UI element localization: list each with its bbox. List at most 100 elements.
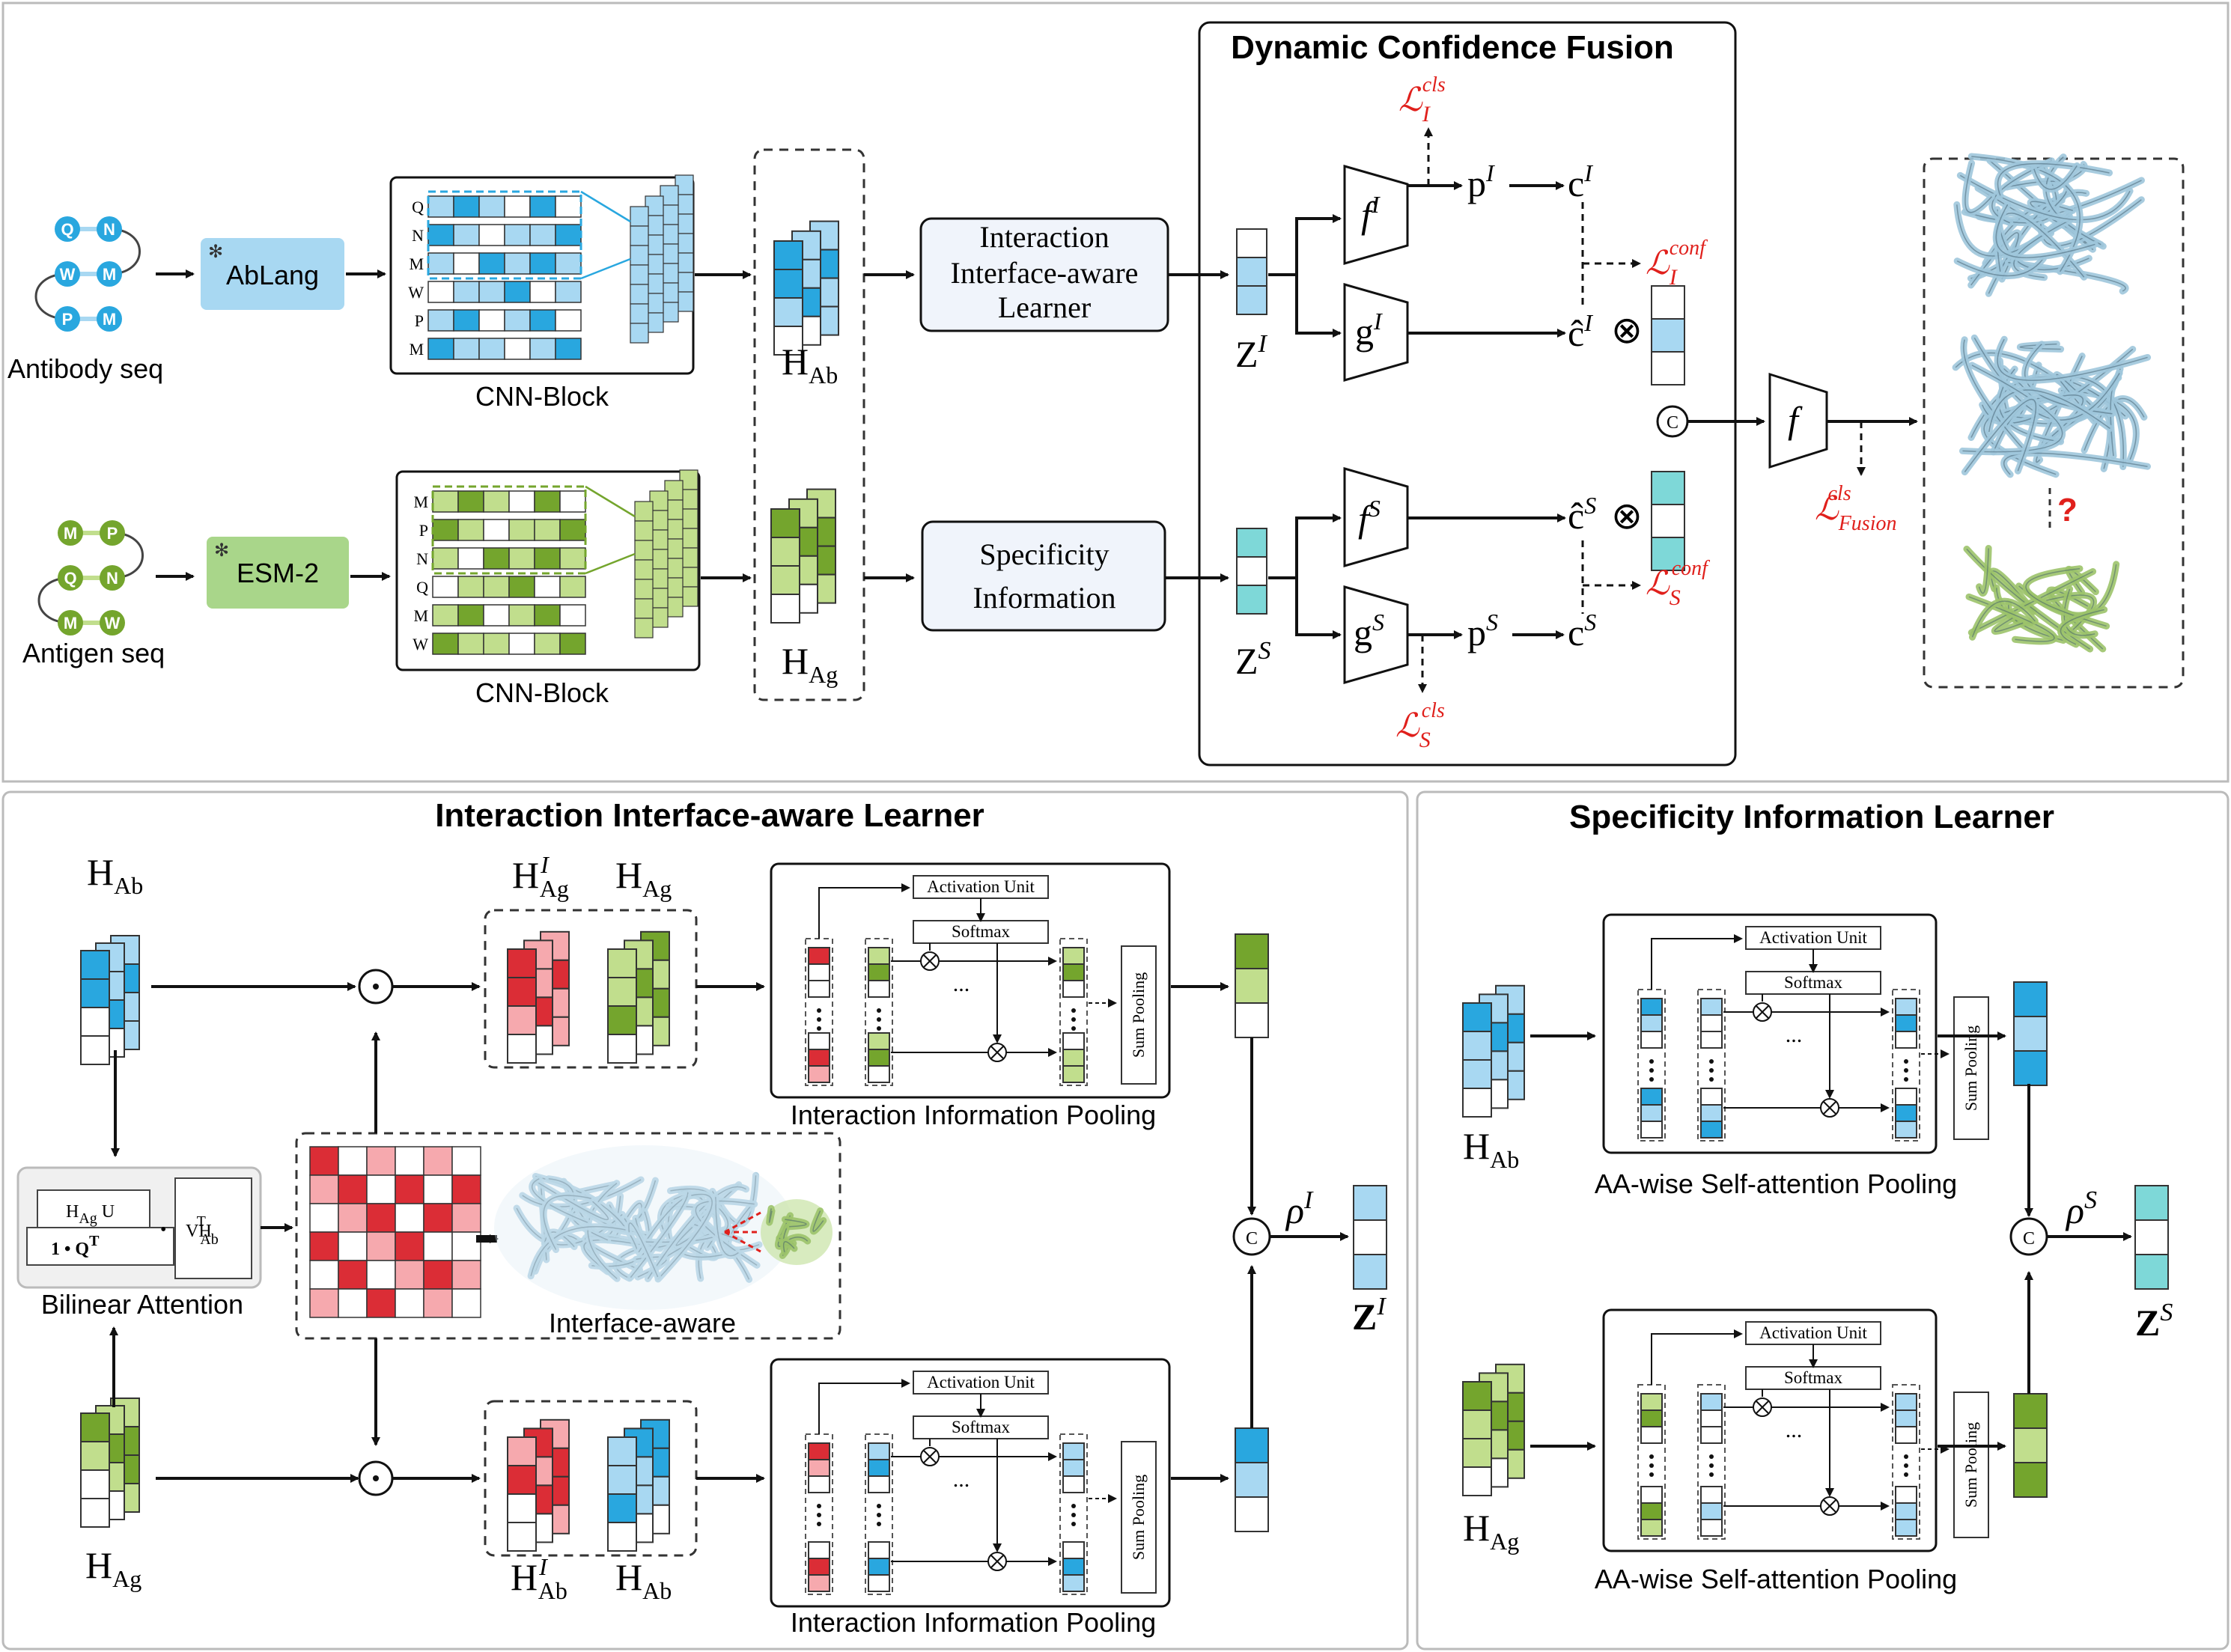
cnn-cell xyxy=(478,224,505,246)
attention-cell xyxy=(366,1146,396,1176)
pool-column-cell xyxy=(1895,998,1917,1016)
ablang-box xyxy=(201,238,344,310)
dcf-title: Dynamic Confidence Fusion xyxy=(1231,29,1674,66)
weighted-cell-s xyxy=(1651,504,1685,538)
pool-column-cell xyxy=(1062,1032,1085,1050)
cnn-cell xyxy=(534,519,561,541)
cnn-cell xyxy=(559,490,586,513)
cnn-cell xyxy=(457,490,484,513)
sum-pooling-label: Sum Pooling xyxy=(1129,972,1148,1058)
attention-cell xyxy=(395,1146,424,1176)
pool-column-cell xyxy=(1062,980,1085,998)
cnn-cell xyxy=(478,309,505,332)
residue-letter: Q xyxy=(64,569,76,588)
attention-cell xyxy=(309,1260,339,1290)
embedding-cell xyxy=(773,326,803,356)
pool-column-cell xyxy=(1700,1031,1723,1049)
svg-text:C: C xyxy=(1246,1229,1258,1249)
spec-box-line2: Information xyxy=(973,581,1116,615)
cnn-cell xyxy=(457,547,484,570)
cnn-cell xyxy=(427,224,454,246)
h-ag-label: HAg xyxy=(782,640,838,688)
cnn-cell xyxy=(555,338,582,360)
cnn-cell xyxy=(555,224,582,246)
top-panel-frame xyxy=(1,1,2230,783)
cnn-cell xyxy=(453,252,480,275)
pool-column-cell xyxy=(808,1065,830,1083)
attention-cell xyxy=(423,1203,453,1233)
cnn-cell xyxy=(478,195,505,218)
cnn-row-letter: P xyxy=(419,521,428,540)
cnn-cell xyxy=(483,604,510,627)
f-i-label: fI xyxy=(1361,191,1381,236)
z-i-cell xyxy=(1236,257,1267,287)
pool-column-cell xyxy=(1062,1574,1085,1592)
embedding-cell xyxy=(607,1005,637,1035)
g-s-label: gS xyxy=(1354,609,1384,653)
cnn-row-letter: Q xyxy=(412,198,424,216)
antigen-structure-illustration xyxy=(1963,544,2120,653)
embedding-cell xyxy=(1462,1438,1492,1468)
pool-column-cell xyxy=(1062,1049,1085,1067)
pool-column-cell xyxy=(1062,1459,1085,1477)
iil-h-ag-stack xyxy=(80,1398,140,1528)
ellipsis: ... xyxy=(1786,1418,1803,1442)
cnn-cell xyxy=(555,309,582,332)
pool-column-cell xyxy=(868,963,890,981)
cnn-cell xyxy=(483,576,510,598)
cnn-row-letter: M xyxy=(409,340,424,359)
cnn-row-letter: W xyxy=(413,635,428,653)
embedding-cell xyxy=(80,978,110,1008)
activation-unit-box xyxy=(913,875,1049,899)
attention-cell xyxy=(423,1146,453,1176)
f-fusion-label: f xyxy=(1788,399,1803,441)
cnn-cell xyxy=(432,604,459,627)
svg-text:•: • xyxy=(160,1220,166,1240)
svg-text:✻: ✻ xyxy=(208,243,223,262)
pool-column-cell xyxy=(1640,1014,1663,1032)
attention-cell xyxy=(451,1260,481,1290)
residue-letter: M xyxy=(64,524,77,543)
z-i-cell xyxy=(1236,285,1267,315)
cnn-cell xyxy=(529,252,556,275)
antigen-seq-label: Antigen seq xyxy=(22,638,165,668)
cnn-cell xyxy=(427,281,454,303)
pool-column-cell xyxy=(1895,1486,1917,1504)
cnn-cell xyxy=(457,604,484,627)
loss-conf-i: ℒIconf xyxy=(1646,237,1708,290)
cnn-cell xyxy=(432,519,459,541)
bilinear-attention-label: Bilinear Attention xyxy=(41,1289,243,1320)
ellipsis: ... xyxy=(1786,1022,1803,1047)
pool-column-cell xyxy=(1700,1409,1723,1427)
sum-pooling-box xyxy=(1953,996,1989,1140)
cnn-cell xyxy=(555,252,582,275)
cnn-cell xyxy=(534,547,561,570)
sum-pooling-label: Sum Pooling xyxy=(1129,1475,1148,1560)
embedding-cell xyxy=(770,594,800,624)
cnn-cell xyxy=(427,309,454,332)
attention-cell xyxy=(338,1174,368,1204)
cnn-cell xyxy=(432,633,459,655)
embedding-cell xyxy=(80,1441,110,1471)
sil-pooled-cell xyxy=(2013,1050,2048,1086)
ablang-label: AbLang xyxy=(226,260,319,290)
pool-column-cell xyxy=(868,1475,890,1493)
iil-z-i-label: ZI xyxy=(1352,1293,1387,1338)
pool-column-cell xyxy=(868,1049,890,1067)
pool-column-cell xyxy=(1062,1541,1085,1559)
cnn-row-letter: M xyxy=(409,254,424,273)
svg-text:C: C xyxy=(1667,413,1678,433)
chat-s-label: ĉS xyxy=(1568,492,1596,537)
sil-z-s-label: ZS xyxy=(2135,1299,2173,1344)
attention-cell xyxy=(338,1260,368,1290)
residue-letter: P xyxy=(62,310,73,329)
weighted-cell-i xyxy=(1651,318,1685,353)
softmax-box xyxy=(913,1415,1049,1439)
cnn-cell xyxy=(534,576,561,598)
pool-column-cell xyxy=(808,1574,830,1592)
iil-box-line3: Learner xyxy=(998,290,1091,324)
pool-column-cell xyxy=(1700,1121,1723,1139)
h-ab-label: HAb xyxy=(782,341,838,388)
activation-unit-label: Activation Unit xyxy=(927,1373,1035,1392)
